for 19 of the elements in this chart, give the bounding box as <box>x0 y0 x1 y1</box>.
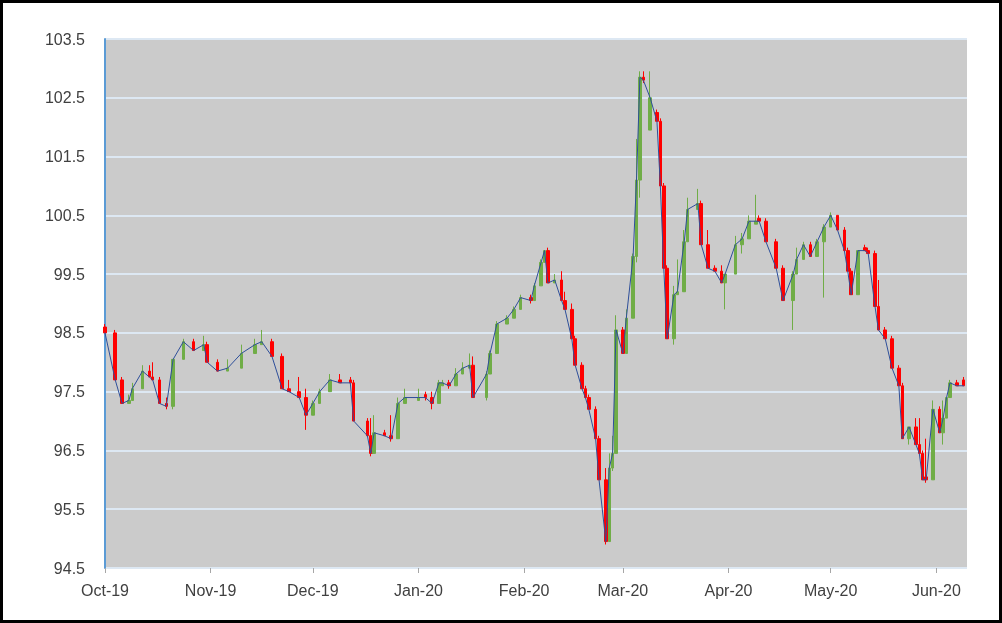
y-tick-label: 97.5 <box>53 383 86 401</box>
x-tick-label: Jun-20 <box>911 581 961 599</box>
x-tick-label: Mar-20 <box>597 581 649 599</box>
y-tick-label: 98.5 <box>53 324 86 342</box>
y-tick-label: 94.5 <box>53 559 86 577</box>
y-tick-label: 96.5 <box>53 441 86 459</box>
y-tick-label: 100.5 <box>44 206 86 224</box>
x-tick-label: Apr-20 <box>704 581 753 599</box>
y-tick-label: 103.5 <box>44 30 86 48</box>
x-tick-label: Oct-19 <box>80 581 130 599</box>
x-tick-label: May-20 <box>804 581 858 599</box>
x-tick-label: Jan-20 <box>393 581 444 599</box>
y-tick-label: 102.5 <box>44 89 86 107</box>
y-tick-label: 95.5 <box>53 500 86 518</box>
x-tick-label: Nov-19 <box>184 581 237 599</box>
y-tick-label: 99.5 <box>53 265 86 283</box>
x-tick-label: Dec-19 <box>287 581 339 599</box>
x-tick-label: Feb-20 <box>498 581 550 599</box>
y-tick-label: 101.5 <box>44 148 86 166</box>
